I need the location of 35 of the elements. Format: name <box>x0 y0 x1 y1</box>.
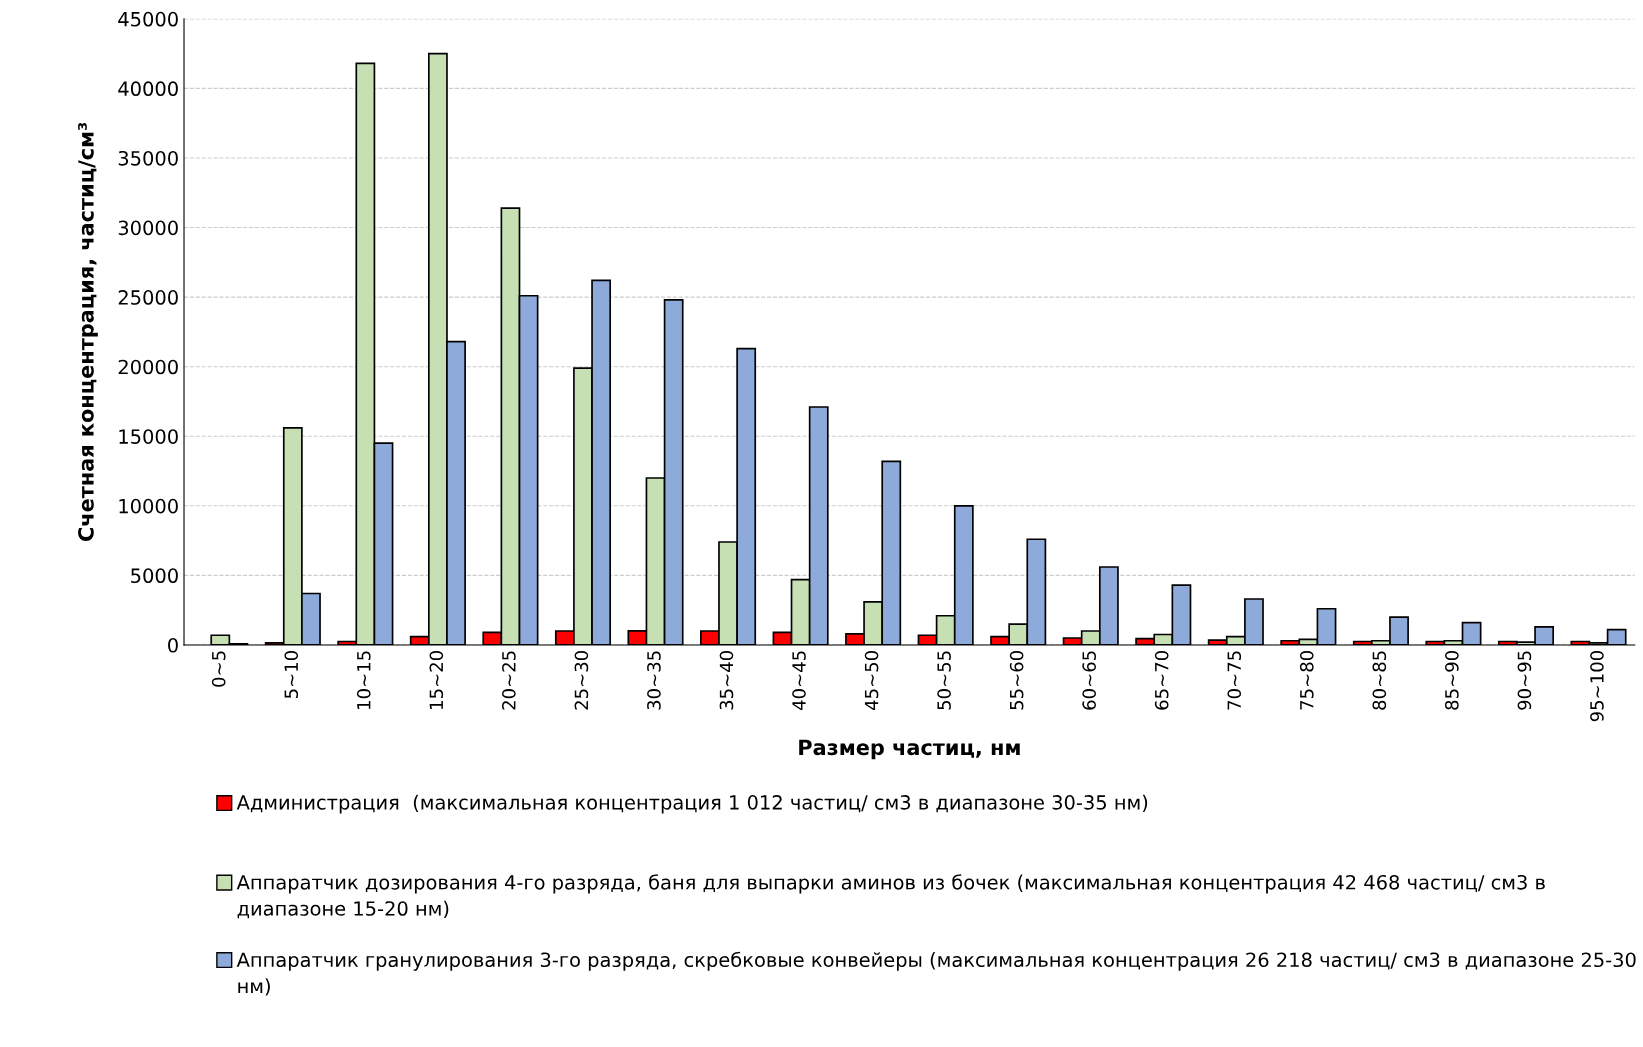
x-tick-label: 65~70 <box>1154 651 1169 710</box>
y-tick-label: 40000 <box>118 81 178 97</box>
y-tick-label: 5000 <box>131 568 178 584</box>
x-tick-label: 25~30 <box>574 651 589 710</box>
x-tick-label: 50~55 <box>937 651 951 710</box>
y-tick-label: 25000 <box>118 290 178 305</box>
y-tick-label: 10000 <box>119 498 178 514</box>
x-tick-label: 30~35 <box>647 651 661 710</box>
x-tick-label: 75~80 <box>1299 651 1314 710</box>
y-tick-label: 30000 <box>118 220 178 236</box>
x-tick-label: 55~60 <box>1009 651 1024 710</box>
x-tick-label: 10~15 <box>356 651 371 709</box>
x-tick-label: 20~25 <box>502 651 516 710</box>
legend-label: Аппаратчик гранулирования 3-го разряда, скребковые конвейеры (максимальная концентрация 26 218 частиц/ см3 в диапазоне 25-30 нм) <box>236 951 1636 996</box>
legend-label: Аппаратчик дозирования 4-го разряда, баня для выпарки аминов из бочек (максимальная концентрация 42 468 частиц/ см3 в диапазоне 15-20 нм) <box>236 874 1545 919</box>
x-tick-label: 95~100 <box>1590 651 1604 722</box>
x-tick-label: 85~90 <box>1445 651 1459 710</box>
x-tick-label: 15~20 <box>429 651 444 709</box>
y-tick-label: 20000 <box>118 359 178 375</box>
x-tick-label: 90~95 <box>1517 651 1532 710</box>
legend-label: Администрация (максимальная концентрация 1 012 частиц/ см3 в диапазоне 30-35 нм) <box>236 794 1148 814</box>
x-tick-label: 60~65 <box>1082 651 1096 710</box>
y-tick-label: 0 <box>168 637 178 653</box>
x-tick-label: 70~75 <box>1227 651 1242 710</box>
x-tick-label: 0~5 <box>211 651 226 687</box>
y-axis-title: Счетная концентрация, частиц/см³ <box>78 122 98 541</box>
x-tick-label: 45~50 <box>864 651 879 711</box>
y-tick-label: 35000 <box>118 150 178 166</box>
x-tick-label: 40~45 <box>792 651 806 711</box>
x-tick-label: 80~85 <box>1372 651 1387 710</box>
x-tick-label: 35~40 <box>719 651 734 710</box>
x-axis-title: Размер частиц, нм <box>799 739 1020 760</box>
y-tick-label: 45000 <box>118 11 178 27</box>
x-tick-label: 5~10 <box>284 651 299 699</box>
y-tick-label: 15000 <box>119 429 178 444</box>
